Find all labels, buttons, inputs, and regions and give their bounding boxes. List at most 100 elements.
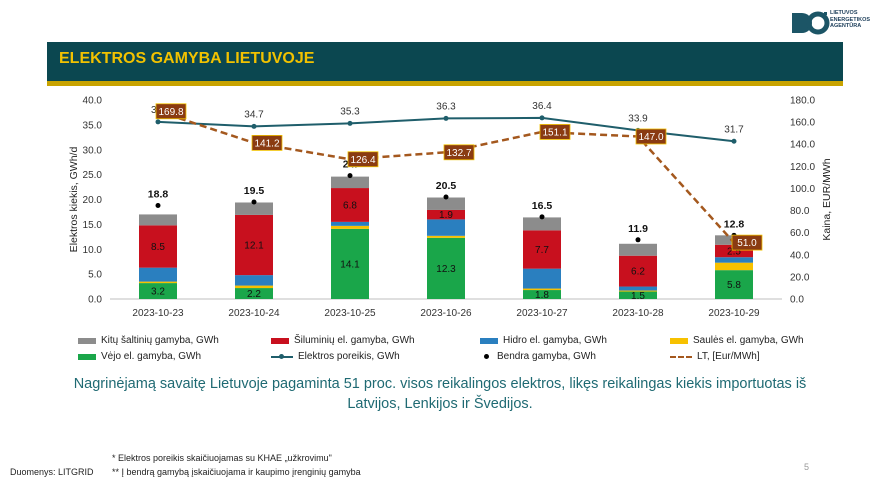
- bar-data-label: 8.5: [151, 242, 165, 253]
- total-generation-label: 16.5: [532, 200, 553, 212]
- x-tick-label: 2023-10-28: [612, 308, 664, 319]
- price-label-box: [155, 103, 187, 120]
- price-label-box: [251, 134, 283, 151]
- bar-segment: [139, 283, 177, 299]
- price-label-box: [731, 234, 763, 251]
- bar-segment: [331, 228, 369, 299]
- page-number: 5: [804, 462, 810, 472]
- total-generation-point: [155, 202, 161, 208]
- total-generation-point: [635, 237, 641, 243]
- x-tick-label: 2023-10-27: [516, 308, 568, 319]
- y-tick-label: 35.0: [83, 120, 103, 131]
- agency-logo-text: LIETUVOS ENERGETIKOS AGENTŪRA: [830, 10, 871, 29]
- demand-data-label: 35.3: [340, 106, 360, 117]
- bar-segment: [715, 257, 753, 263]
- bar-segment: [523, 288, 561, 291]
- legend-total: Bendra gamyba, GWh: [480, 351, 596, 362]
- bar-data-label: 12.1: [244, 241, 264, 252]
- bar-data-label: 3.2: [151, 287, 165, 298]
- legend-solar: Saulės el. gamyba, GWh: [670, 335, 804, 346]
- bar-data-label: 2.2: [247, 289, 261, 300]
- price-data-label: 169.8: [158, 107, 183, 118]
- price-label-box: [347, 151, 379, 168]
- bar-segment: [331, 188, 369, 222]
- bar-segment: [619, 243, 657, 256]
- bar-segment: [427, 235, 465, 238]
- y2-tick-label: 60.0: [790, 228, 810, 239]
- bar-segment: [619, 291, 657, 299]
- y2-tick-label: 80.0: [790, 206, 810, 217]
- price-label-box: [443, 144, 475, 161]
- agency-logo-icon: [792, 11, 830, 35]
- bar-segment: [139, 214, 177, 226]
- x-tick-label: 2023-10-24: [228, 308, 280, 319]
- demand-point: [443, 115, 449, 121]
- bar-segment: [619, 286, 657, 291]
- bar-segment: [331, 221, 369, 226]
- price-data-label: 132.7: [446, 148, 471, 159]
- y-tick-label: 5.0: [88, 270, 102, 281]
- y2-tick-label: 20.0: [790, 272, 810, 283]
- bar-segment: [331, 225, 369, 229]
- bar-data-label: 12.3: [436, 264, 456, 275]
- total-generation-label: 18.8: [148, 188, 169, 200]
- bar-segment: [523, 290, 561, 299]
- bar-segment: [427, 197, 465, 210]
- bar-segment: [715, 270, 753, 299]
- x-tick-label: 2023-10-25: [324, 308, 376, 319]
- bar-segment: [619, 290, 657, 292]
- demand-data-label: 36.3: [436, 101, 456, 112]
- bar-segment: [523, 268, 561, 289]
- price-data-label: 126.4: [350, 155, 375, 166]
- bar-data-label: 2.5: [727, 246, 741, 257]
- x-tick-label: 2023-10-23: [132, 308, 184, 319]
- x-tick-label: 2023-10-26: [420, 308, 472, 319]
- legend-thermal: Šiluminių el. gamyba, GWh: [271, 335, 415, 346]
- footnote-total: ** Į bendrą gamybą įskaičiuojama ir kaup…: [112, 467, 361, 477]
- price-label-box: [635, 128, 667, 145]
- summary-text: Nagrinėjamą savaitę Lietuvoje pagaminta …: [73, 376, 807, 412]
- price-label-box: [539, 124, 571, 140]
- y2-tick-label: 40.0: [790, 250, 810, 261]
- bar-segment: [139, 225, 177, 268]
- generation-chart: 0.0 5.0 10.0 15.0 20.0 25.0 30.0 35.0 40.0 0.0 20.…: [68, 96, 833, 320]
- legend-price: LT, [Eur/MWh]: [670, 351, 760, 362]
- bar-segment: [235, 285, 273, 289]
- demand-point: [251, 123, 257, 129]
- price-data-label: 147.0: [638, 132, 663, 143]
- bar-segment: [331, 176, 369, 189]
- bar-segment: [427, 209, 465, 220]
- demand-point: [155, 119, 161, 125]
- bar-data-label: 1.8: [535, 290, 549, 301]
- y2-tick-label: 140.0: [790, 140, 815, 151]
- bar-segment: [235, 288, 273, 299]
- demand-data-label: 31.7: [724, 124, 744, 135]
- bar-segment: [427, 237, 465, 299]
- footnote-demand: * Elektros poreikis skaičiuojamas su KHA…: [112, 453, 332, 463]
- bar-data-label: 1.9: [439, 210, 453, 221]
- bar-data-label: 6.8: [343, 200, 357, 211]
- legend-other: Kitų šaltinių gamyba, GWh: [78, 335, 219, 346]
- bar-data-label: 14.1: [340, 259, 360, 270]
- y-tick-label: 30.0: [83, 145, 103, 156]
- bar-segment: [523, 230, 561, 269]
- price-data-label: 141.2: [254, 138, 279, 149]
- demand-data-label: 36.4: [532, 101, 552, 112]
- total-generation-label: 12.8: [724, 218, 745, 230]
- legend-demand: Elektros poreikis, GWh: [271, 351, 400, 362]
- title-bar: ELEKTROS GAMYBA LIETUVOJE: [47, 42, 843, 86]
- page-title: ELEKTROS GAMYBA LIETUVOJE: [59, 50, 315, 67]
- price-data-label: 151.1: [542, 127, 567, 138]
- bar-segment: [139, 281, 177, 284]
- bar-data-label: 7.7: [535, 245, 549, 256]
- title-accent: [47, 81, 843, 86]
- price-data-label: 51.0: [737, 238, 757, 249]
- bar-segment: [523, 217, 561, 231]
- y-tick-label: 0.0: [88, 295, 102, 306]
- legend-wind: Vėjo el. gamyba, GWh: [78, 351, 201, 362]
- bar-segment: [427, 219, 465, 236]
- bar-segment: [235, 214, 273, 276]
- y2-axis-label: Kaina, EUR/MWh: [821, 158, 833, 240]
- data-source: Duomenys: LITGRID: [10, 467, 94, 477]
- bar-segment: [619, 255, 657, 287]
